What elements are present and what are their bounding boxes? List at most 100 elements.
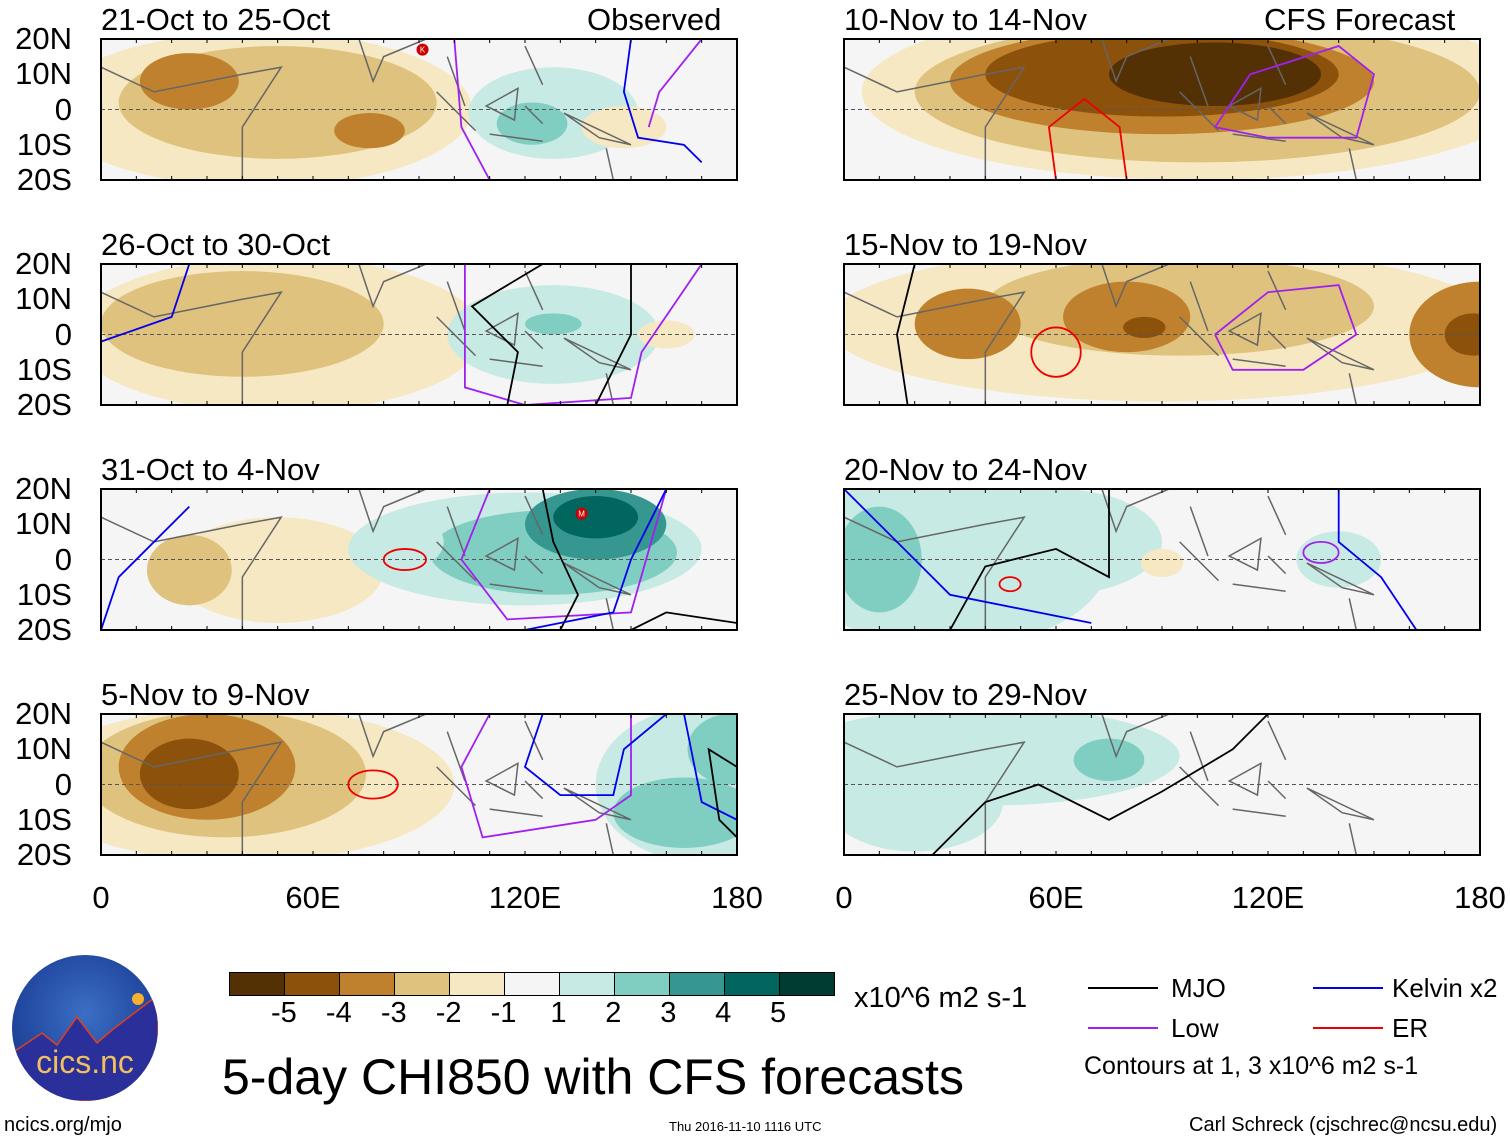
legend-er: ER: [1392, 1013, 1429, 1043]
anomaly-shading: [914, 288, 1021, 360]
y-tick-label: 20S: [16, 612, 72, 647]
y-tick-label: 20S: [16, 387, 72, 422]
colorbar-label: 1: [550, 997, 567, 1029]
x-tick-label: 180: [1454, 880, 1506, 915]
y-tick-label: 0: [54, 766, 72, 802]
anomaly-shading: [1109, 42, 1321, 106]
colorbar-swatch: [450, 973, 505, 995]
panel-title: 21-Oct to 25-Oct: [101, 2, 331, 37]
contour-line: [460, 489, 668, 621]
contour-line: [844, 489, 1092, 624]
url-link[interactable]: ncics.org/mjo: [4, 1114, 122, 1136]
y-tick-label: 10S: [16, 351, 72, 387]
colorbar-swatch: [670, 973, 725, 995]
colorbar-label: -5: [271, 997, 297, 1029]
anomaly-shading: [171, 517, 384, 623]
units-label: x10^6 m2 s-1: [854, 982, 1028, 1014]
colorbar-label: 4: [715, 997, 732, 1029]
legend-line-er: [1313, 1027, 1383, 1029]
anomaly-shading: [146, 534, 232, 606]
x-tick-label: 60E: [1028, 880, 1084, 915]
colorbar-swatch: [725, 973, 780, 995]
contour-line: [541, 489, 580, 630]
forecast-label: CFS Forecast: [1264, 2, 1456, 37]
contour-line: [101, 505, 190, 630]
map-panel: [100, 713, 738, 856]
panel-title: 5-Nov to 9-Nov: [101, 677, 310, 712]
y-tick-label: 10N: [15, 506, 72, 542]
panel-title: 15-Nov to 19-Nov: [844, 227, 1087, 262]
anomaly-shading: [525, 313, 582, 335]
anomaly-shading: [334, 113, 405, 149]
anomaly-shading: [358, 513, 444, 571]
colorbar-swatch: [285, 973, 340, 995]
map-panel: [843, 263, 1481, 406]
contour-note: Contours at 1, 3 x10^6 m2 s-1: [1084, 1052, 1419, 1080]
contour-line: [1214, 44, 1376, 139]
contour-line: [382, 548, 427, 571]
timestamp: Thu 2016-11-10 1116 UTC: [669, 1119, 822, 1134]
y-tick-label: 10S: [16, 801, 72, 837]
colorbar-label: 3: [660, 997, 677, 1029]
y-tick-label: 0: [54, 541, 72, 577]
colorbar-swatch: [615, 973, 670, 995]
x-tick-label: 180: [711, 880, 763, 915]
coastline: [101, 39, 632, 180]
coastline: [844, 489, 1375, 630]
x-tick-label: 0: [92, 880, 110, 915]
anomaly-shading: [638, 320, 695, 349]
panel-title: 10-Nov to 14-Nov: [844, 2, 1087, 37]
y-tick-label: 10N: [15, 56, 72, 92]
legend-line-kelvin: [1313, 987, 1383, 989]
panel-title: 31-Oct to 4-Nov: [101, 452, 320, 487]
legend-low: Low: [1171, 1013, 1219, 1043]
colorbar-swatch: [780, 973, 834, 995]
contour-line: [523, 714, 667, 796]
contour-line: [998, 576, 1022, 593]
y-tick-label: 10N: [15, 281, 72, 317]
y-tick-label: 0: [54, 91, 72, 127]
contour-line: [1302, 540, 1340, 564]
y-tick-label: 10N: [15, 731, 72, 767]
x-tick-label: 120E: [488, 880, 562, 915]
contour-line: [460, 714, 632, 839]
anomaly-shading: [447, 285, 660, 384]
anomaly-shading: [139, 738, 239, 810]
anomaly-shading: [1296, 531, 1382, 588]
anomaly-shading: [1073, 738, 1145, 781]
contour-line: [347, 769, 399, 800]
contour-line: [453, 39, 491, 180]
anomaly-shading: [581, 105, 667, 149]
colorbar-label: -3: [380, 997, 407, 1029]
coastline: [844, 714, 1375, 855]
colorbar-swatch: [505, 973, 560, 995]
colorbar-label: -1: [490, 997, 517, 1029]
contour-line: [931, 714, 1269, 855]
y-tick-label: 20S: [16, 837, 72, 872]
storm-icon: [416, 43, 429, 56]
anomaly-shading: [139, 53, 239, 110]
logo-text: cics.nc: [36, 1044, 134, 1080]
map-panel: K: [100, 38, 738, 181]
anomaly-shading: [687, 714, 737, 785]
map-panel: M: [100, 488, 738, 631]
contour-line: [524, 489, 668, 630]
contour-line: [896, 264, 916, 405]
contour-line: [1030, 326, 1082, 378]
x-tick-label: 120E: [1231, 880, 1305, 915]
storm-label: M: [578, 510, 585, 519]
colorbar-swatch: [560, 973, 615, 995]
y-tick-label: 20N: [15, 21, 72, 56]
legend-line-mjo: [1088, 987, 1158, 989]
coastline: [101, 489, 632, 630]
y-tick-label: 0: [54, 316, 72, 352]
y-tick-label: 20N: [15, 696, 72, 731]
anomaly-shading: [553, 496, 639, 539]
figure-title: 5-day CHI850 with CFS forecasts: [222, 1049, 964, 1105]
contour-line: [683, 714, 737, 821]
anomaly-shading: [844, 752, 1003, 852]
observed-label: Observed: [587, 2, 722, 37]
colorbar: [229, 972, 835, 996]
contour-line: [1337, 489, 1418, 630]
legend-line-low: [1088, 1027, 1158, 1029]
